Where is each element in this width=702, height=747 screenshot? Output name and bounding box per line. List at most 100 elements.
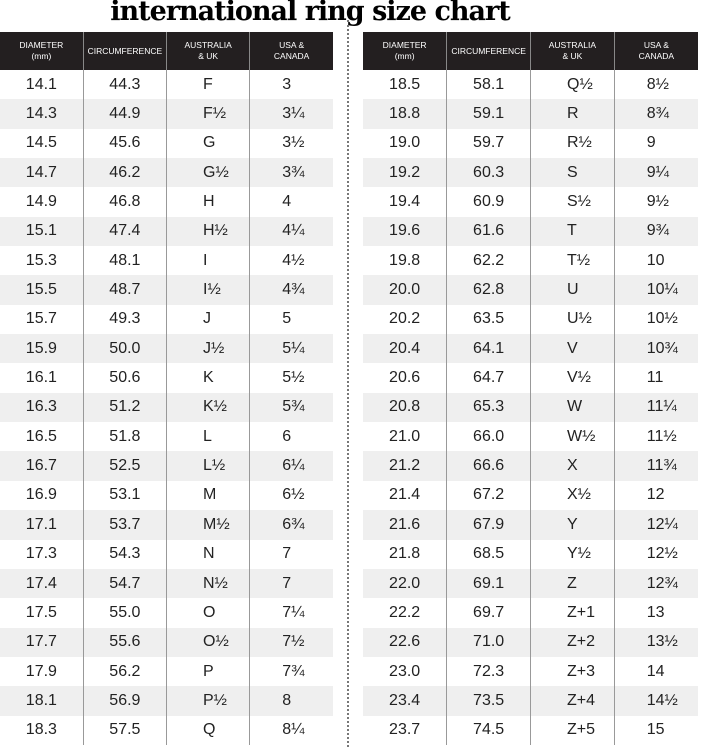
table-row: 21.8 68.5 Y½ 12½ bbox=[363, 539, 698, 569]
usa-canada-cell: 5¾ bbox=[249, 392, 333, 423]
australia-uk-cell: H½ bbox=[165, 216, 250, 247]
circumference-cell: 74.5 bbox=[446, 715, 531, 745]
australia-uk-cell: G½ bbox=[165, 158, 250, 188]
table-row: 23.0 72.3 Z+3 14 bbox=[363, 656, 698, 687]
circumference-cell: 59.7 bbox=[446, 128, 531, 159]
australia-uk-cell: Z+3 bbox=[530, 656, 615, 687]
ring-size-table-left: DIAMETER (mm) CIRCUMFERENCE AUSTRALIA & … bbox=[0, 32, 333, 745]
table-row: 19.8 62.2 T½ 10 bbox=[363, 246, 698, 276]
usa-canada-cell: 7 bbox=[249, 539, 333, 569]
usa-canada-cell: 12¼ bbox=[613, 510, 698, 540]
header-circumference: CIRCUMFERENCE bbox=[446, 32, 531, 70]
circumference-cell: 60.3 bbox=[446, 158, 531, 188]
circumference-cell: 48.1 bbox=[82, 246, 167, 276]
australia-uk-cell: S½ bbox=[530, 187, 615, 217]
diameter-cell: 20.0 bbox=[363, 275, 447, 305]
header-diameter: DIAMETER (mm) bbox=[363, 32, 447, 70]
usa-canada-cell: 6 bbox=[249, 422, 333, 452]
diameter-cell: 20.4 bbox=[363, 334, 447, 364]
circumference-cell: 66.0 bbox=[446, 422, 531, 452]
australia-uk-cell: Y½ bbox=[530, 539, 615, 569]
circumference-cell: 60.9 bbox=[446, 187, 531, 217]
australia-uk-cell: G bbox=[165, 128, 250, 159]
diameter-cell: 15.1 bbox=[0, 216, 84, 247]
usa-canada-cell: 7¾ bbox=[249, 656, 333, 687]
diameter-cell: 23.0 bbox=[389, 662, 421, 680]
australia-uk-cell: Z+5 bbox=[530, 715, 615, 745]
australia-uk-cell: K bbox=[165, 363, 250, 393]
australia-uk-cell: U½ bbox=[530, 304, 615, 335]
circumference-cell: 55.6 bbox=[82, 627, 167, 657]
australia-uk-cell: X½ bbox=[530, 480, 615, 511]
header-australia-uk: AUSTRALIA & UK bbox=[530, 32, 615, 70]
usa-canada-cell: 8¾ bbox=[613, 99, 698, 129]
diameter-cell: 16.7 bbox=[0, 451, 84, 481]
table-row: 15.9 50.0 J½ 5¼ bbox=[0, 334, 333, 364]
australia-uk-cell: V½ bbox=[530, 363, 615, 393]
diameter-cell: 23.4 bbox=[363, 686, 447, 716]
ring-size-table-right: DIAMETER (mm) CIRCUMFERENCE AUSTRALIA & … bbox=[363, 32, 698, 745]
diameter-cell: 18.5 bbox=[389, 75, 421, 93]
diameter-cell: 16.3 bbox=[0, 392, 84, 423]
usa-canada-cell: 7 bbox=[249, 568, 333, 599]
diameter-cell: 18.1 bbox=[0, 686, 84, 716]
table-row: 17.3 54.3 N 7 bbox=[0, 539, 333, 569]
australia-uk-cell: J½ bbox=[165, 334, 250, 364]
table-row: 21.0 66.0 W½ 11½ bbox=[363, 422, 698, 452]
table-row: 19.2 60.3 S 9¼ bbox=[363, 158, 698, 188]
australia-uk-cell: O½ bbox=[165, 627, 250, 657]
diameter-cell: 14.3 bbox=[0, 99, 84, 129]
table-row: 21.4 67.2 X½ 12 bbox=[363, 480, 698, 511]
circumference-cell: 52.5 bbox=[82, 451, 167, 481]
table-row: 15.5 48.7 I½ 4¾ bbox=[0, 275, 333, 305]
usa-canada-cell: 10 bbox=[613, 246, 698, 276]
usa-canada-cell: 12 bbox=[613, 480, 698, 511]
usa-canada-cell: 8 bbox=[249, 686, 333, 716]
circumference-cell: 51.2 bbox=[82, 392, 167, 423]
diameter-cell: 17.3 bbox=[25, 545, 57, 563]
table-row: 19.4 60.9 S½ 9½ bbox=[363, 187, 698, 217]
australia-uk-cell: M½ bbox=[165, 510, 250, 540]
table-row: 21.2 66.6 X 11¾ bbox=[363, 451, 698, 481]
diameter-cell: 17.7 bbox=[0, 627, 84, 657]
circumference-cell: 64.1 bbox=[446, 334, 531, 364]
australia-uk-cell: X bbox=[530, 451, 615, 481]
usa-canada-cell: 14½ bbox=[613, 686, 698, 716]
usa-canada-cell: 10½ bbox=[613, 304, 698, 335]
circumference-cell: 50.0 bbox=[82, 334, 167, 364]
australia-uk-cell: Z+2 bbox=[530, 627, 615, 657]
australia-uk-cell: F½ bbox=[165, 99, 250, 129]
table-row: 20.6 64.7 V½ 11 bbox=[363, 363, 698, 393]
table-row: 14.5 45.6 G 3½ bbox=[0, 128, 333, 159]
circumference-cell: 71.0 bbox=[446, 627, 531, 657]
australia-uk-cell: L½ bbox=[165, 451, 250, 481]
table-row: 18.3 57.5 Q 8¼ bbox=[0, 715, 333, 745]
usa-canada-cell: 11¼ bbox=[613, 392, 698, 423]
usa-canada-cell: 3 bbox=[249, 70, 333, 100]
usa-canada-cell: 4 bbox=[249, 187, 333, 217]
australia-uk-cell: M bbox=[165, 480, 250, 511]
diameter-cell: 19.0 bbox=[389, 134, 421, 152]
circumference-cell: 65.3 bbox=[446, 392, 531, 423]
usa-canada-cell: 9 bbox=[613, 128, 698, 159]
usa-canada-cell: 12¾ bbox=[613, 568, 698, 599]
australia-uk-cell: N½ bbox=[165, 568, 250, 599]
table-row: 17.9 56.2 P 7¾ bbox=[0, 656, 333, 687]
circumference-cell: 55.0 bbox=[82, 598, 167, 628]
diameter-cell: 21.6 bbox=[363, 510, 447, 540]
circumference-cell: 48.7 bbox=[82, 275, 167, 305]
table-row: 18.1 56.9 P½ 8 bbox=[0, 686, 333, 716]
circumference-cell: 64.7 bbox=[446, 363, 531, 393]
diameter-cell: 23.7 bbox=[389, 721, 421, 739]
australia-uk-cell: K½ bbox=[165, 392, 250, 423]
circumference-cell: 62.8 bbox=[446, 275, 531, 305]
usa-canada-cell: 3¾ bbox=[249, 158, 333, 188]
diameter-cell: 16.1 bbox=[25, 369, 57, 387]
australia-uk-cell: P½ bbox=[165, 686, 250, 716]
header-usa-canada: USA & CANADA bbox=[613, 32, 698, 70]
usa-canada-cell: 3½ bbox=[249, 128, 333, 159]
usa-canada-cell: 13½ bbox=[613, 627, 698, 657]
table-row: 17.1 53.7 M½ 6¾ bbox=[0, 510, 333, 540]
table-row: 15.1 47.4 H½ 4¼ bbox=[0, 216, 333, 247]
diameter-cell: 17.4 bbox=[0, 568, 84, 599]
